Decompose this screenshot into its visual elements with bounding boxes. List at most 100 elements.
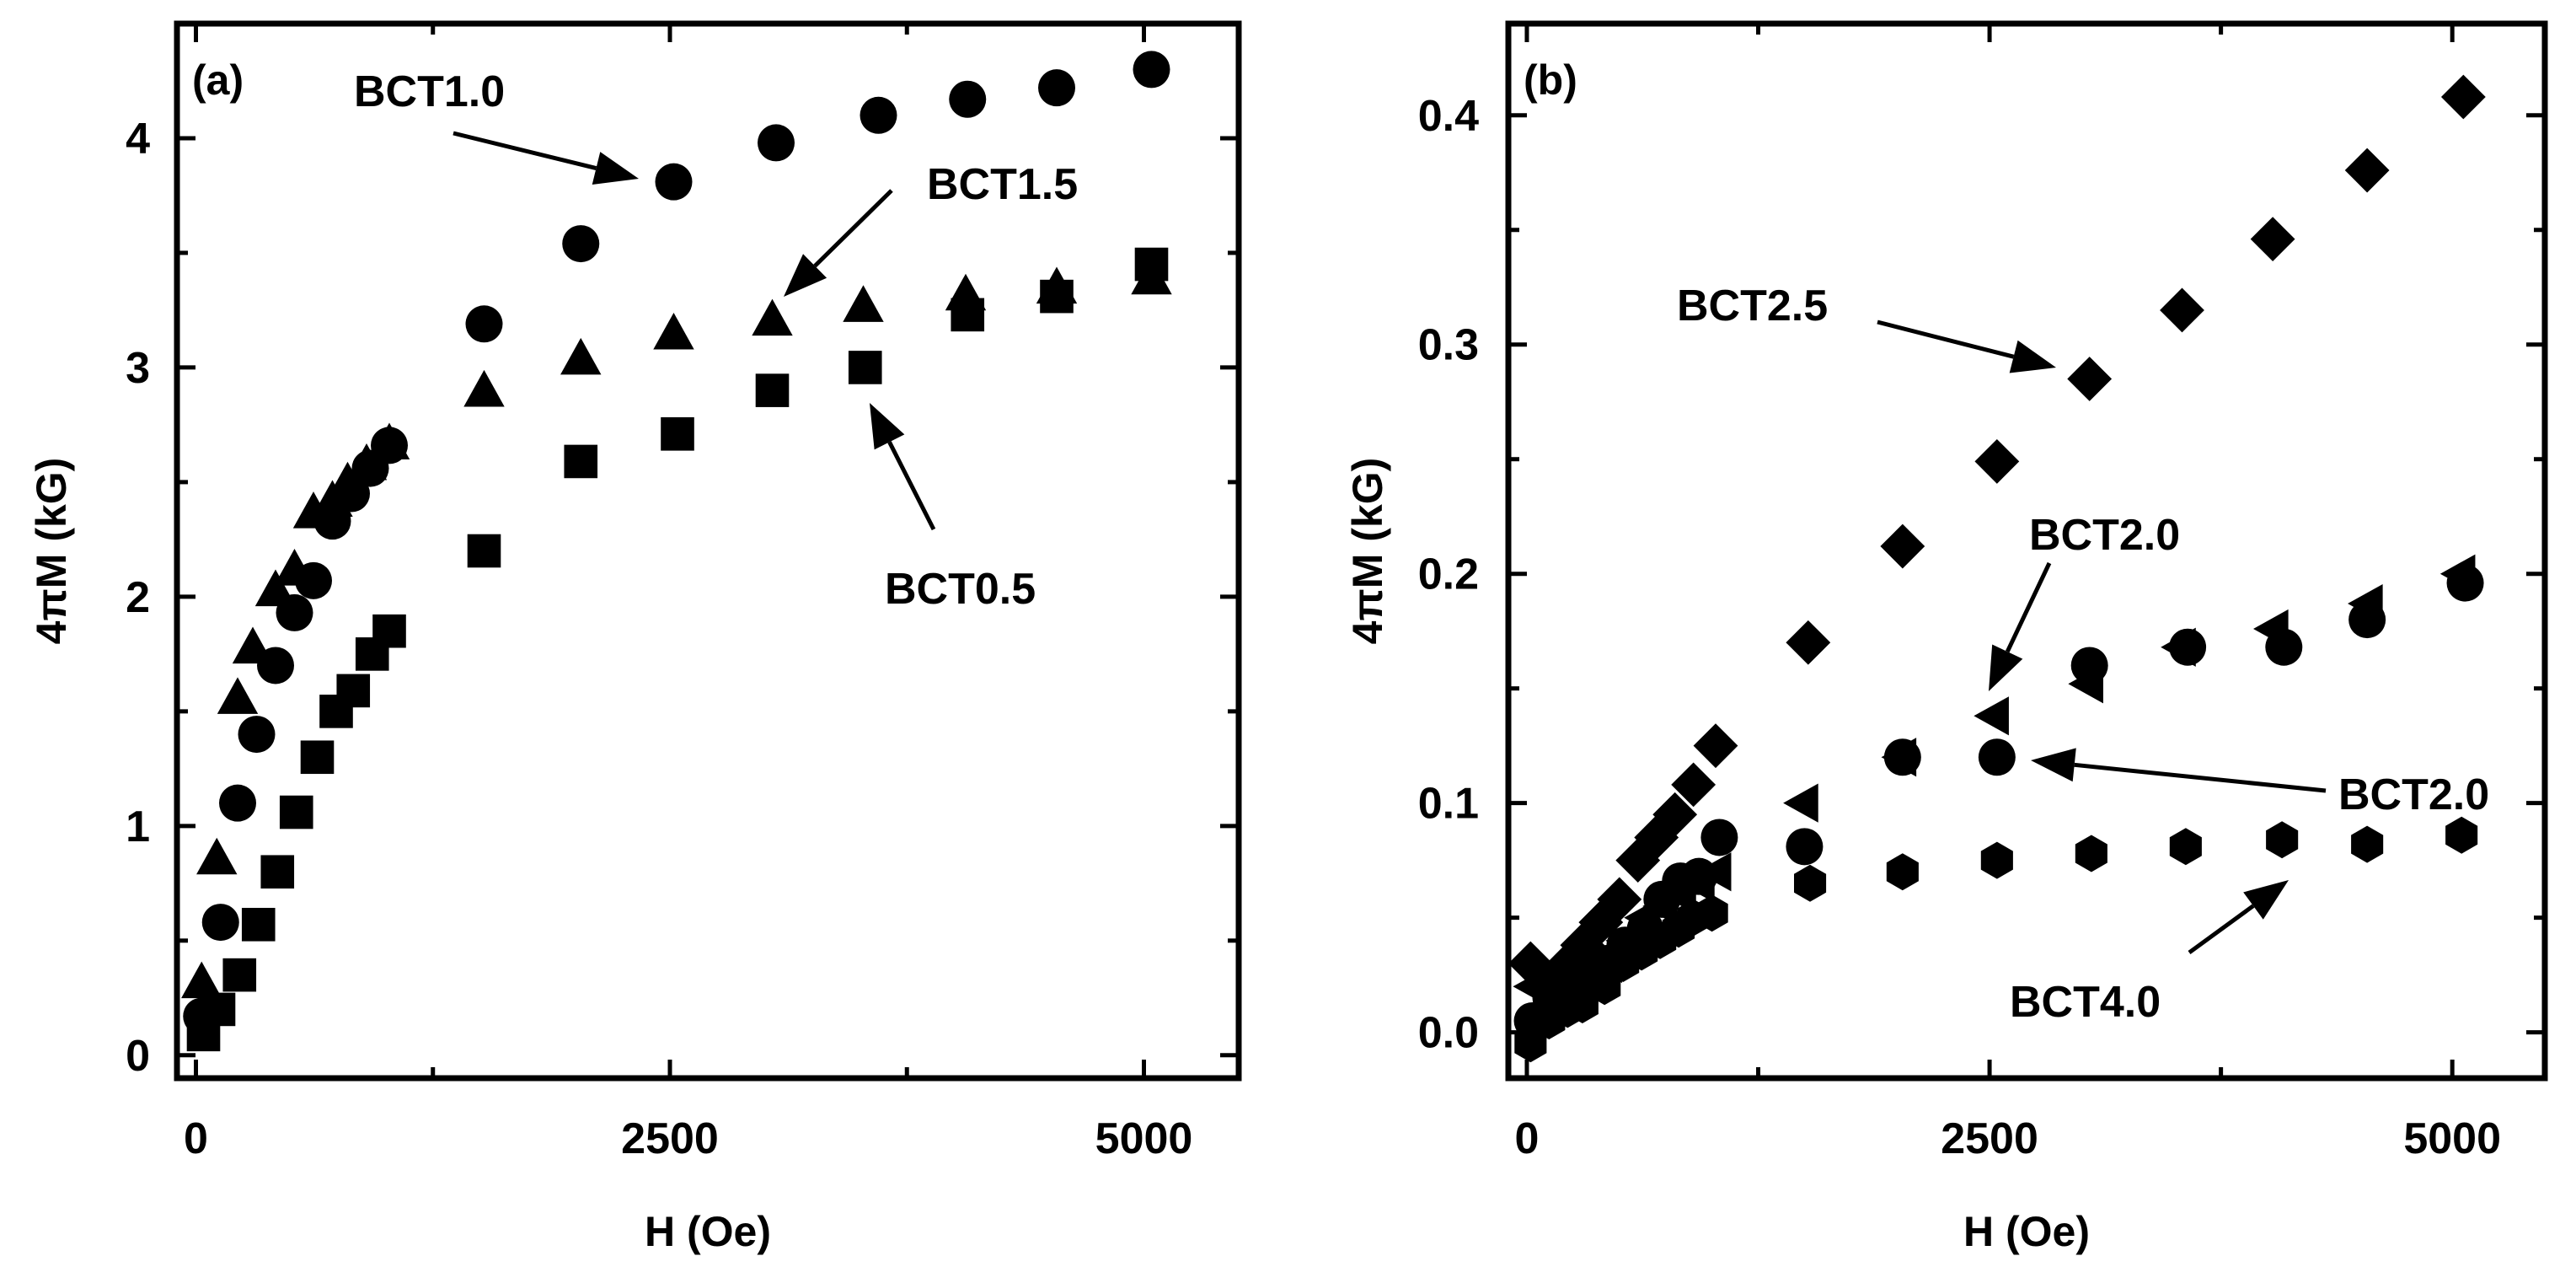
data-point xyxy=(2265,628,2303,666)
annotation-label: BCT2.0 xyxy=(2029,511,2180,560)
y-tick-label: 1 xyxy=(126,803,150,851)
annotation-arrow-head xyxy=(592,152,639,185)
data-point xyxy=(2169,628,2207,666)
data-point xyxy=(661,417,694,451)
data-point xyxy=(2067,357,2113,401)
data-point xyxy=(2446,564,2484,602)
data-point xyxy=(1693,723,1738,769)
data-point xyxy=(1514,1025,1547,1063)
y-tick-label: 0.0 xyxy=(1418,1009,1479,1058)
y-tick-label: 3 xyxy=(126,344,150,393)
panel-label: (a) xyxy=(192,56,244,104)
data-point xyxy=(1038,69,1075,107)
data-point xyxy=(368,422,410,460)
data-point xyxy=(2250,217,2295,262)
series-bct1-5 xyxy=(181,257,1172,999)
data-point xyxy=(254,569,297,607)
data-point xyxy=(181,961,222,999)
data-point xyxy=(2266,821,2299,859)
series-bct4-0 xyxy=(1514,816,2478,1063)
y-axis-label: 4πM (kG) xyxy=(1344,458,1391,645)
data-point xyxy=(1786,620,1831,665)
data-point xyxy=(217,677,259,714)
data-point xyxy=(848,351,882,384)
x-axis-label: H (Oe) xyxy=(645,1208,771,1255)
data-point xyxy=(1786,828,1824,866)
data-point xyxy=(1133,51,1170,89)
data-point xyxy=(1652,792,1698,837)
data-point xyxy=(219,784,256,822)
data-point xyxy=(755,373,790,407)
data-point xyxy=(1880,523,1925,569)
data-point xyxy=(232,626,274,664)
data-point xyxy=(1700,819,1738,856)
data-point xyxy=(2169,828,2202,866)
data-point xyxy=(222,958,257,992)
y-tick-label: 0.1 xyxy=(1418,780,1479,829)
annotation-arrow-head xyxy=(870,403,905,450)
annotation-label: BCT1.0 xyxy=(354,67,505,116)
data-point xyxy=(1974,696,2009,736)
data-point xyxy=(653,312,694,350)
plot-frame xyxy=(1505,20,2548,1082)
annotation-arrow-shaft xyxy=(1877,319,2015,359)
y-tick-label: 0 xyxy=(126,1032,150,1081)
data-point xyxy=(274,549,315,586)
y-tick-label: 0.4 xyxy=(1418,92,1479,141)
data-point xyxy=(2348,601,2386,639)
annotation-arrow-head xyxy=(784,254,827,297)
data-point xyxy=(201,904,239,942)
data-point xyxy=(196,837,238,875)
data-point xyxy=(1588,968,1621,1006)
annotation-arrow-head xyxy=(2009,340,2056,373)
data-point xyxy=(564,444,598,479)
data-point xyxy=(1886,853,1919,891)
annotation-arrow-shaft xyxy=(887,441,936,531)
annotation-arrow-head xyxy=(2031,748,2076,782)
data-point xyxy=(1695,894,1728,932)
x-tick-label: 5000 xyxy=(1095,1114,1193,1163)
data-point xyxy=(1040,279,1074,314)
data-point xyxy=(292,491,335,529)
data-point xyxy=(2075,835,2107,872)
data-point xyxy=(260,855,295,889)
x-axis-label: H (Oe) xyxy=(1963,1208,2090,1255)
data-point xyxy=(2344,148,2390,193)
y-tick-label: 0.3 xyxy=(1418,321,1479,370)
y-axis-label: 4πM (kG) xyxy=(28,458,75,645)
annotation-label: BCT2.0 xyxy=(2338,770,2489,819)
annotation-arrow-shaft xyxy=(2074,762,2327,793)
series-bct0-5 xyxy=(186,247,1169,1052)
series-bct2-5 xyxy=(1508,74,2486,1005)
y-tick-label: 0.2 xyxy=(1418,550,1479,599)
data-point xyxy=(336,674,371,708)
data-point xyxy=(1974,439,2020,484)
annotation-label: BCT0.5 xyxy=(885,565,1036,614)
data-point xyxy=(758,124,795,162)
data-point xyxy=(655,163,693,201)
data-point xyxy=(238,716,276,754)
annotation-arrow-shaft xyxy=(453,131,597,171)
annotation-label: BCT2.5 xyxy=(1677,282,1828,330)
x-tick-label: 5000 xyxy=(2403,1114,2501,1163)
data-point xyxy=(2351,825,2384,863)
annotation-label: BCT4.0 xyxy=(2010,978,2161,1027)
x-tick-label: 2500 xyxy=(1941,1114,2038,1163)
data-point xyxy=(560,337,602,375)
data-point xyxy=(860,96,897,134)
data-point xyxy=(2445,816,2478,854)
annotation-arrow-shaft xyxy=(813,189,893,268)
annotation-arrow-shaft xyxy=(2188,904,2255,955)
annotation-arrow-head xyxy=(1989,644,2023,691)
data-point xyxy=(752,298,793,336)
panel-b: 0 2500 5000 0.0 0.1 0.2 0.3 0.4 H (Oe) 4πM (kG) (b… xyxy=(1344,20,2548,1255)
data-point xyxy=(2440,74,2486,120)
data-point xyxy=(1978,738,2016,776)
data-point xyxy=(1794,864,1827,902)
data-point xyxy=(1671,762,1716,808)
plot-frame xyxy=(174,20,1242,1082)
x-tick-label: 0 xyxy=(184,1114,208,1163)
annotation-label: BCT1.5 xyxy=(927,160,1078,209)
y-tick-label: 4 xyxy=(126,115,150,164)
